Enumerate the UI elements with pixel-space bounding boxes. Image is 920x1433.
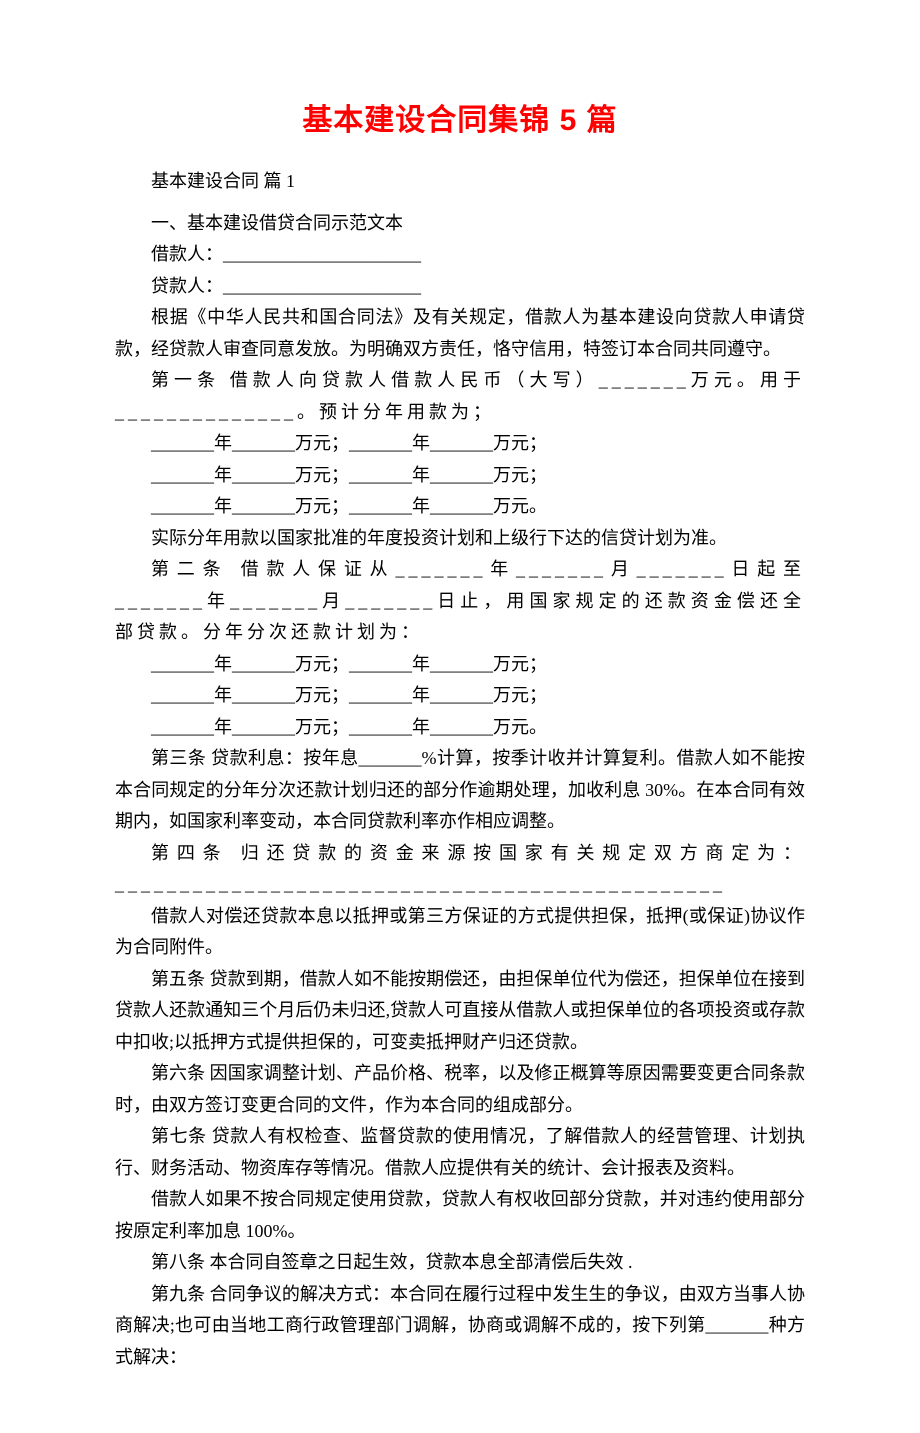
section-heading: 一、基本建设借贷合同示范文本 — [115, 208, 805, 240]
article-6: 第六条 因国家调整计划、产品价格、税率，以及修正概算等原因需要变更合同条款时，由… — [115, 1058, 805, 1121]
subtitle: 基本建设合同 篇 1 — [115, 166, 805, 198]
article-5: 第五条 贷款到期，借款人如不能按期偿还，由担保单位代为偿还，担保单位在接到贷款人… — [115, 964, 805, 1059]
article-1-note: 实际分年用款以国家批准的年度投资计划和上级行下达的信贷计划为准。 — [115, 523, 805, 555]
article-3: 第三条 贷款利息：按年息_______%计算，按季计收并计算复利。借款人如不能按… — [115, 743, 805, 838]
lender-line: 贷款人：______________________ — [115, 271, 805, 303]
year-line: _______年_______万元；_______年_______万元； — [115, 680, 805, 712]
document-title: 基本建设合同集锦 5 篇 — [115, 95, 805, 148]
year-line: _______年_______万元；_______年_______万元； — [115, 428, 805, 460]
year-line: _______年_______万元；_______年_______万元。 — [115, 712, 805, 744]
year-line: _______年_______万元；_______年_______万元； — [115, 649, 805, 681]
borrower-line: 借款人：______________________ — [115, 239, 805, 271]
article-1: 第一条 借款人向贷款人借款人民币（大写）_______万元。用于________… — [115, 365, 805, 428]
preamble: 根据《中华人民共和国合同法》及有关规定，借款人为基本建设向贷款人申请贷款，经贷款… — [115, 302, 805, 365]
article-9: 第九条 合同争议的解决方式：本合同在履行过程中发生生的争议，由双方当事人协商解决… — [115, 1279, 805, 1374]
year-line: _______年_______万元；_______年_______万元； — [115, 460, 805, 492]
article-4: 第四条 归还贷款的资金来源按国家有关规定双方商定为：______________… — [115, 838, 805, 901]
year-line: _______年_______万元；_______年_______万元。 — [115, 491, 805, 523]
article-2: 第二条 借款人保证从_______年_______月_______日起至____… — [115, 554, 805, 649]
article-7: 第七条 贷款人有权检查、监督贷款的使用情况，了解借款人的经营管理、计划执行、财务… — [115, 1121, 805, 1184]
article-8: 第八条 本合同自签章之日起生效，贷款本息全部清偿后失效 . — [115, 1247, 805, 1279]
article-4-note: 借款人对偿还贷款本息以抵押或第三方保证的方式提供担保，抵押(或保证)协议作为合同… — [115, 901, 805, 964]
spacer — [115, 197, 805, 208]
article-7-note: 借款人如果不按合同规定使用贷款，贷款人有权收回部分贷款，并对违约使用部分按原定利… — [115, 1184, 805, 1247]
